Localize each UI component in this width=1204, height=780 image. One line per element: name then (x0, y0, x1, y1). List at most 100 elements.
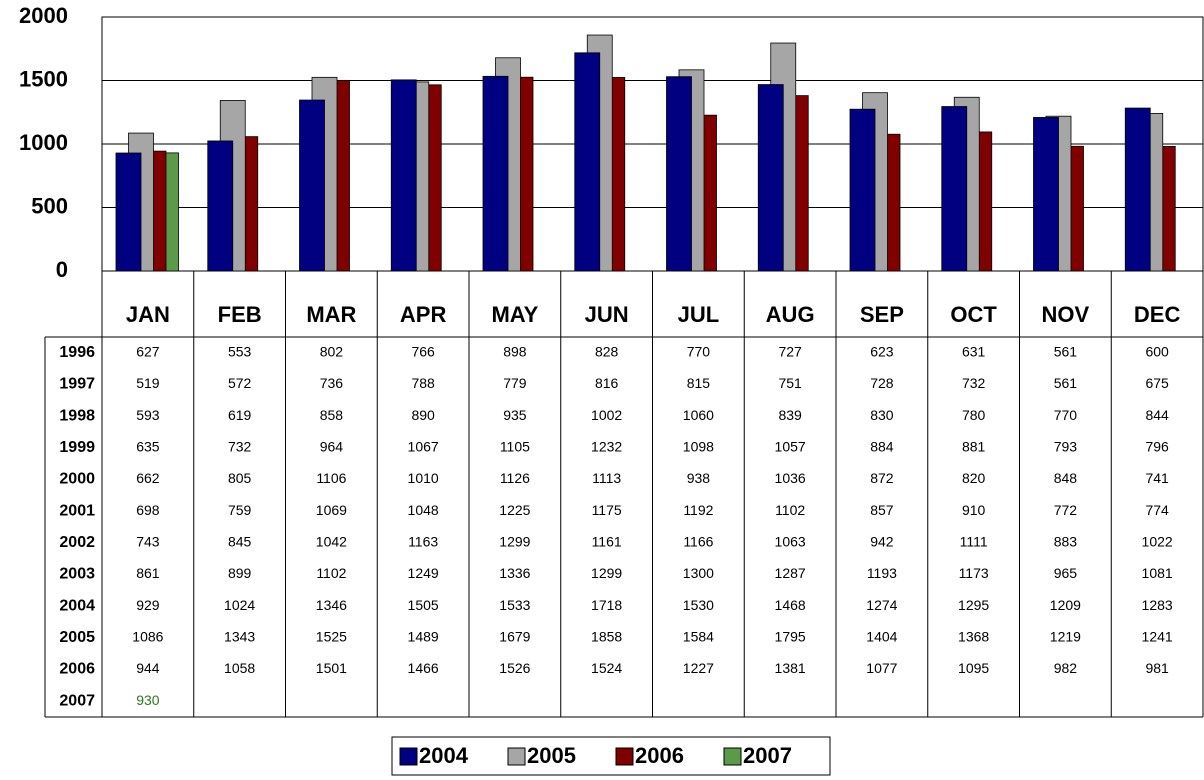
table-cell: 883 (1054, 534, 1078, 550)
bar (757, 84, 784, 272)
table-cell: 1126 (500, 470, 530, 486)
table-cell: 623 (870, 344, 894, 360)
x-tick-label: JUN (585, 302, 629, 327)
y-tick-label: 500 (31, 193, 68, 218)
table-cell: 1067 (408, 439, 439, 455)
table-cell: 743 (136, 534, 160, 550)
table-cell: 1526 (499, 660, 530, 676)
table-cell: 1175 (592, 502, 622, 518)
legend-label: 2004 (419, 743, 469, 768)
x-tick-label: OCT (950, 302, 997, 327)
table-cell: 1530 (683, 597, 714, 613)
table-cell: 1232 (591, 439, 622, 455)
table-cell: 553 (228, 344, 252, 360)
x-tick-label: DEC (1134, 302, 1181, 327)
table-cell: 1718 (591, 597, 622, 613)
table-cell: 788 (411, 375, 435, 391)
row-label: 2006 (59, 661, 95, 678)
legend-swatch (615, 747, 634, 766)
bar (574, 52, 601, 272)
table-cell: 736 (320, 375, 344, 391)
x-tick-label: NOV (1042, 302, 1090, 327)
table-cell: 631 (962, 344, 986, 360)
table-cell: 1505 (408, 597, 439, 613)
table-cell: 1063 (775, 534, 806, 550)
table-cell: 727 (778, 344, 802, 360)
table-cell: 770 (687, 344, 711, 360)
table-cell: 858 (320, 407, 344, 423)
table-cell: 751 (778, 375, 802, 391)
table-cell: 1192 (683, 502, 713, 518)
table-cell: 1002 (591, 407, 622, 423)
table-cell: 1022 (1142, 534, 1173, 550)
x-tick-label: JAN (126, 302, 170, 327)
table-cell: 944 (136, 660, 160, 676)
table-cell: 890 (411, 407, 435, 423)
table-cell: 1048 (408, 502, 439, 518)
table-cell: 1524 (591, 660, 622, 676)
table-cell: 732 (962, 375, 986, 391)
table-cell: 1161 (592, 534, 622, 550)
table-cell: 1077 (866, 660, 897, 676)
row-label: 2005 (59, 629, 95, 646)
table-cell: 1584 (683, 629, 714, 645)
table-cell: 1086 (132, 629, 163, 645)
table-cell: 935 (503, 407, 527, 423)
table-cell: 1219 (1050, 629, 1081, 645)
bar (115, 152, 142, 272)
table-cell: 981 (1145, 660, 1169, 676)
table-cell: 1249 (408, 565, 439, 581)
table-cell: 561 (1054, 375, 1078, 391)
table-cell: 774 (1145, 502, 1169, 518)
x-tick-label: FEB (218, 302, 262, 327)
table-cell: 1036 (775, 470, 806, 486)
table-cell: 662 (136, 470, 160, 486)
table-cell: 1287 (775, 565, 806, 581)
table-cell: 828 (595, 344, 619, 360)
bar (390, 79, 417, 272)
table-cell: 1193 (867, 565, 897, 581)
table-cell: 793 (1054, 439, 1078, 455)
table-cell: 1533 (499, 597, 530, 613)
table-cell: 600 (1145, 344, 1169, 360)
bar (849, 108, 876, 272)
legend-swatch (399, 747, 418, 766)
table-cell: 805 (228, 470, 252, 486)
table-cell: 942 (870, 534, 894, 550)
table-cell: 627 (136, 344, 160, 360)
table-cell: 845 (228, 534, 252, 550)
x-tick-label: MAR (306, 302, 356, 327)
table-cell: 1173 (959, 565, 989, 581)
table-cell: 1227 (683, 660, 714, 676)
table-cell: 675 (1145, 375, 1169, 391)
table-cell: 1368 (958, 629, 989, 645)
table-cell: 796 (1145, 439, 1169, 455)
table-cell: 1274 (866, 597, 897, 613)
legend (391, 736, 831, 776)
table-cell: 1225 (499, 502, 530, 518)
x-tick-label: JUL (678, 302, 720, 327)
table-cell: 899 (228, 565, 252, 581)
table-cell: 561 (1054, 344, 1078, 360)
table-cell: 930 (136, 692, 160, 708)
table-cell: 881 (962, 439, 986, 455)
table-cell: 965 (1054, 565, 1078, 581)
table-cell: 1381 (775, 660, 806, 676)
table-cell: 759 (228, 502, 252, 518)
table-cell: 1163 (408, 534, 438, 550)
table-cell: 1795 (775, 629, 806, 645)
table-cell: 938 (687, 470, 711, 486)
legend-swatch (723, 747, 742, 766)
table-cell: 1346 (316, 597, 347, 613)
table-cell: 830 (870, 407, 894, 423)
table-cell: 1098 (683, 439, 714, 455)
legend-label: 2006 (635, 743, 684, 768)
y-tick-label: 2000 (19, 3, 68, 28)
bar (299, 99, 325, 272)
table-cell: 857 (870, 502, 894, 518)
table-cell: 1525 (316, 629, 347, 645)
y-tick-label: 1000 (19, 130, 68, 155)
table-cell: 839 (778, 407, 802, 423)
table-cell: 1081 (1142, 565, 1173, 581)
table-cell: 1106 (316, 470, 346, 486)
